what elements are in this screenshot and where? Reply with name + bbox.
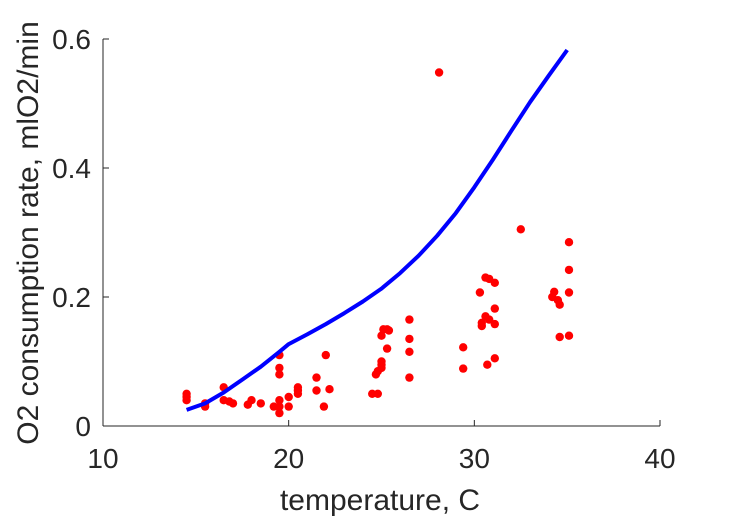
data-point	[405, 334, 414, 344]
y-tick-label: 0	[75, 411, 91, 442]
x-axis-label: temperature, C	[280, 484, 480, 517]
data-point	[405, 373, 414, 382]
data-point	[477, 321, 486, 331]
data-point	[459, 364, 468, 373]
data-point	[564, 331, 574, 340]
x-tick-label: 30	[459, 443, 490, 474]
data-point	[550, 287, 559, 296]
data-point	[275, 370, 284, 379]
data-point	[382, 344, 392, 353]
data-point	[459, 343, 468, 352]
data-point	[405, 315, 414, 324]
data-point	[490, 304, 499, 313]
data-point	[405, 347, 414, 356]
x-tick-label: 40	[644, 443, 675, 474]
data-point	[312, 373, 321, 382]
data-point	[555, 332, 564, 342]
data-point	[182, 396, 191, 405]
data-point	[373, 389, 382, 398]
data-point	[490, 354, 499, 363]
data-point	[384, 326, 394, 335]
data-point	[293, 389, 303, 398]
data-point	[275, 408, 284, 418]
data-point	[319, 402, 329, 411]
data-point	[256, 399, 265, 408]
data-point	[321, 350, 330, 360]
y-tick-label: 0.4	[52, 153, 91, 184]
data-point	[564, 265, 574, 275]
data-point	[564, 238, 574, 247]
data-point	[243, 400, 252, 409]
y-tick-label: 0.6	[52, 24, 91, 55]
data-point	[325, 385, 334, 394]
x-tick-label: 10	[87, 443, 118, 474]
data-point	[275, 363, 284, 373]
data-point	[434, 68, 444, 77]
data-point	[275, 396, 284, 405]
data-point	[284, 392, 293, 402]
data-point	[485, 315, 494, 324]
plot-area	[182, 48, 574, 418]
data-point	[312, 386, 321, 395]
data-point	[490, 278, 499, 287]
data-point	[284, 402, 293, 411]
model-line	[185, 48, 569, 412]
data-point	[516, 225, 525, 234]
data-point	[555, 300, 564, 309]
data-point	[377, 357, 386, 366]
y-tick-label: 0.2	[52, 282, 91, 313]
data-point	[490, 319, 499, 329]
data-point	[475, 288, 485, 297]
data-point	[483, 360, 492, 369]
axes: 10 20 30 40 0 0.2 0.4 0.6	[52, 24, 676, 474]
x-tick-label: 20	[273, 443, 304, 474]
data-point	[225, 397, 234, 406]
data-point	[275, 402, 284, 411]
y-axis-label: O2 consumption rate, mlO2/min	[12, 21, 45, 445]
data-point	[377, 331, 386, 340]
data-point	[564, 288, 574, 297]
